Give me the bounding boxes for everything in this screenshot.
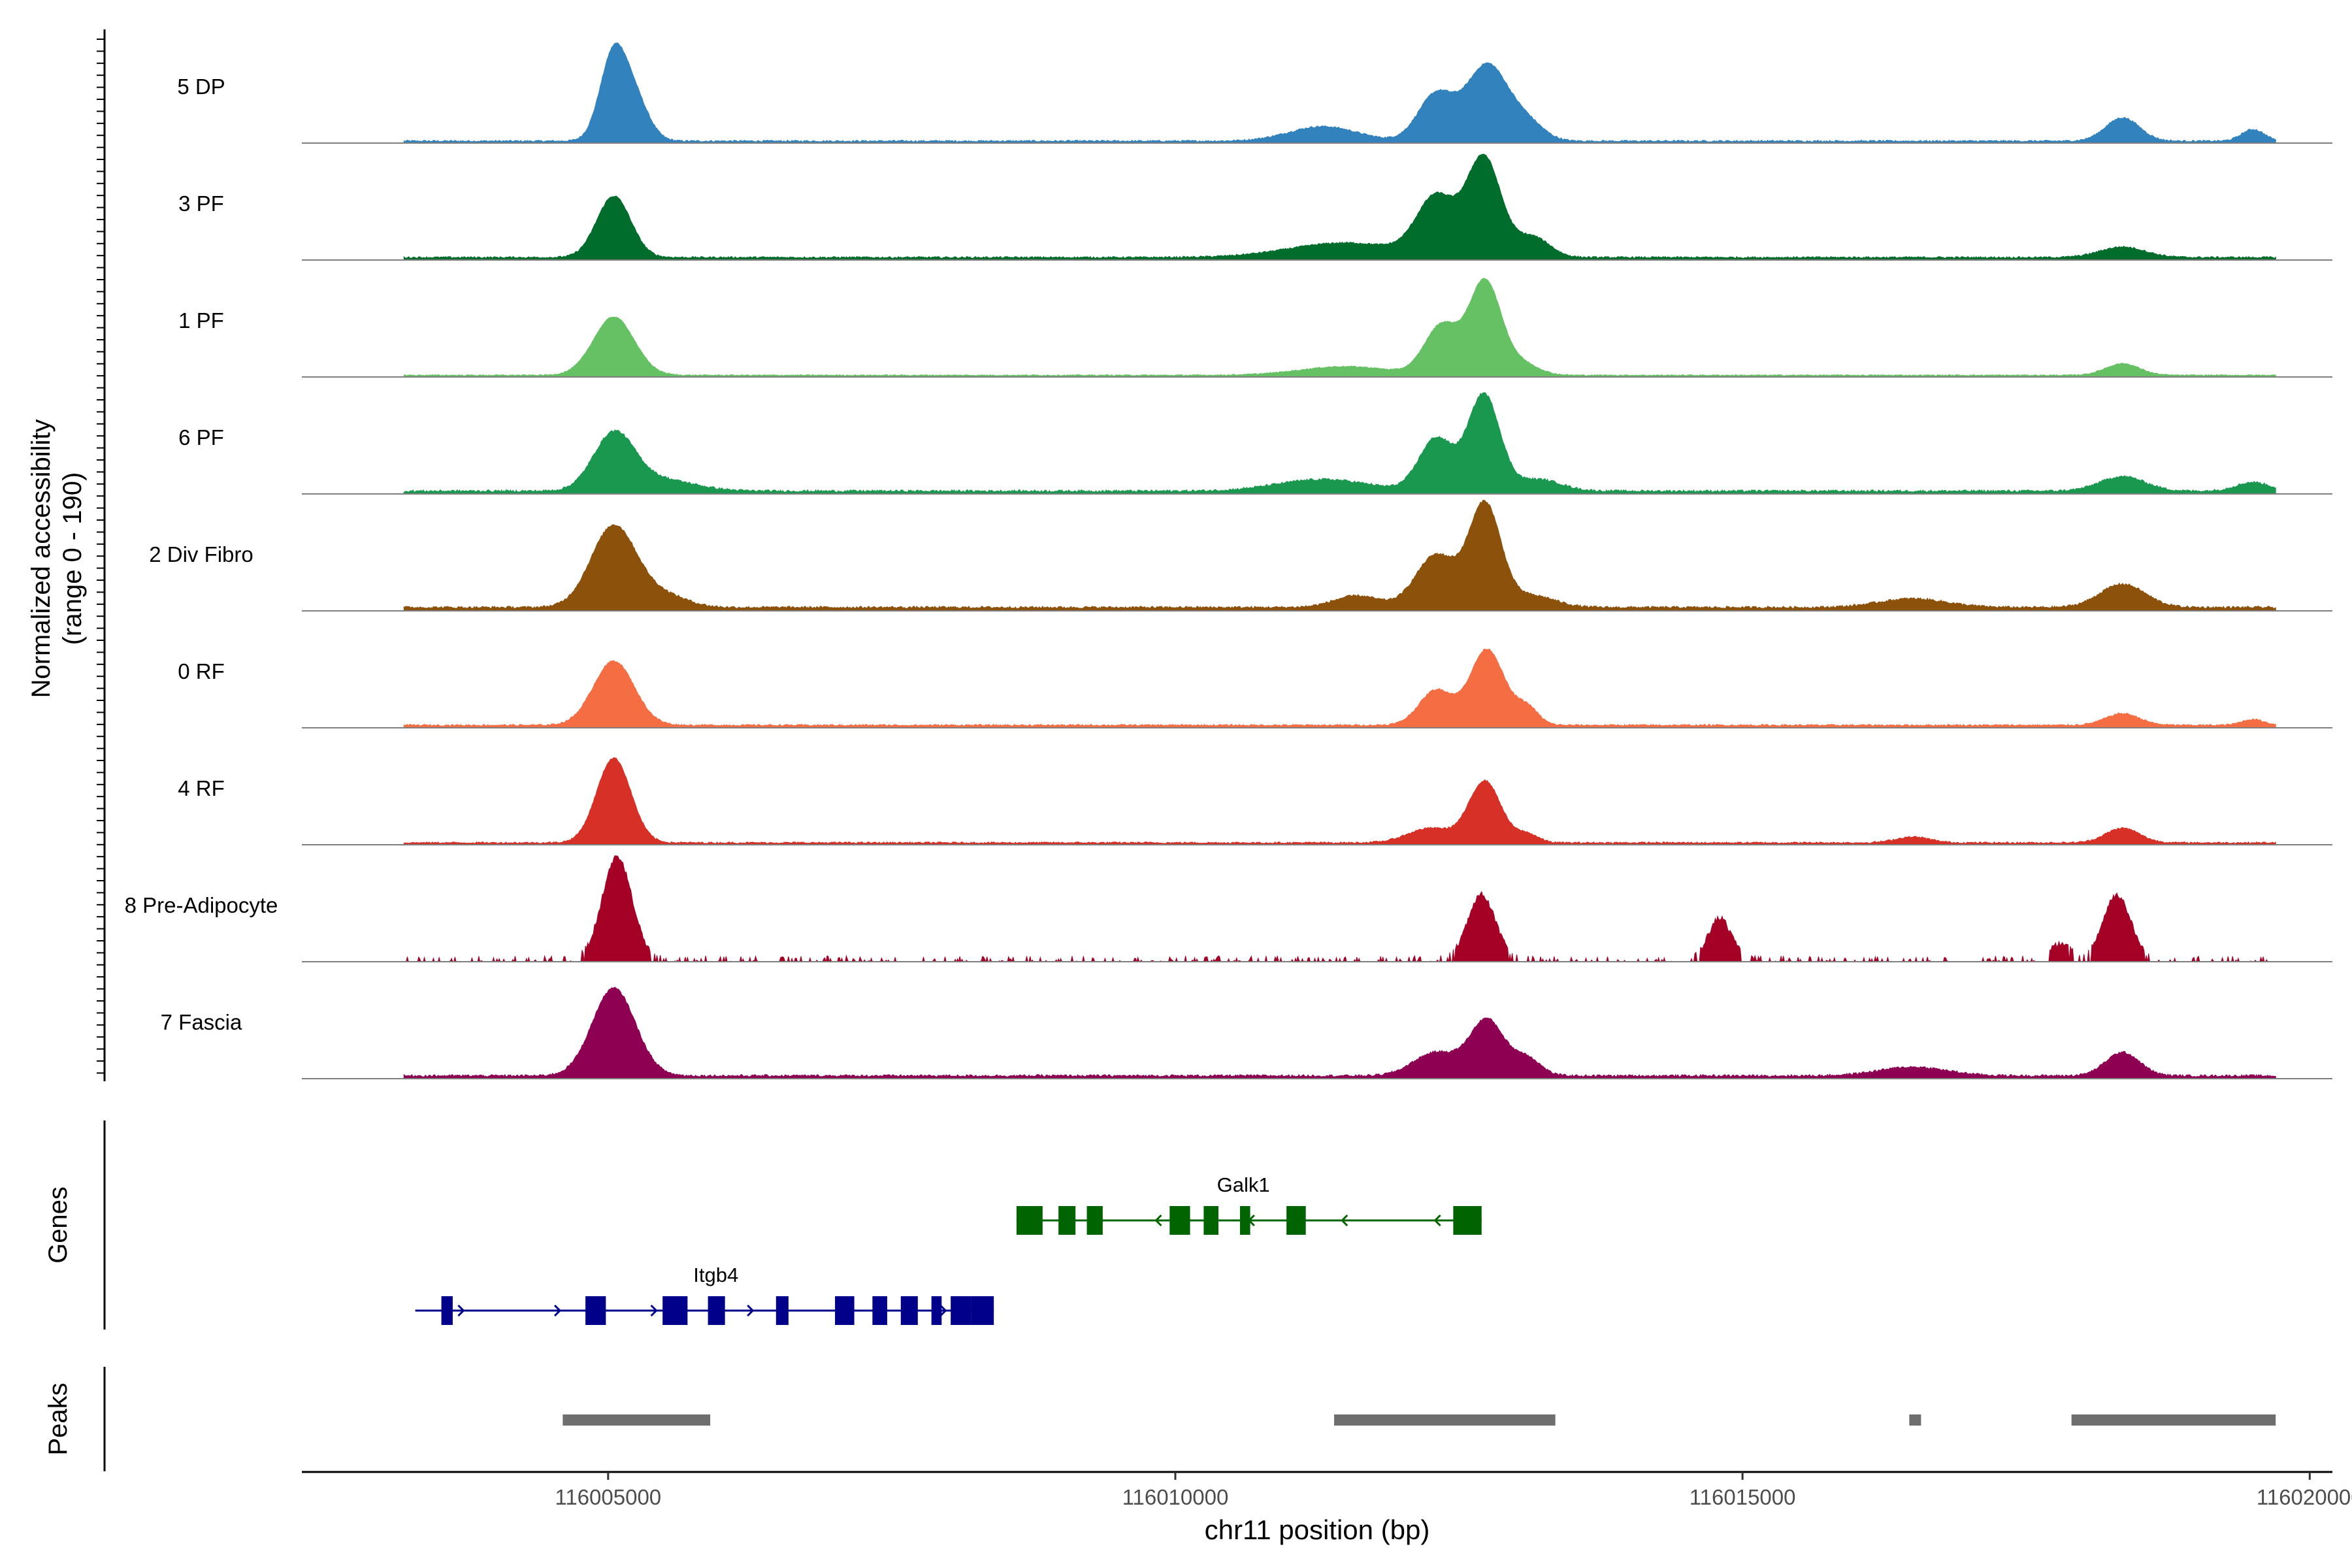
track-label: 5 DP bbox=[177, 74, 225, 99]
coverage-panel: Normalized accessibility (range 0 - 190)… bbox=[27, 29, 2332, 1081]
track-1: 5 DP bbox=[177, 42, 2332, 144]
exon bbox=[1058, 1206, 1076, 1235]
peak-region bbox=[1334, 1414, 1556, 1426]
exon bbox=[1286, 1206, 1306, 1235]
exon bbox=[872, 1296, 887, 1325]
exon bbox=[971, 1296, 994, 1325]
x-axis-tick-label: 116020000 bbox=[2257, 1485, 2352, 1509]
coverage-y-axis-label-line1: Normalized accessibility bbox=[27, 419, 56, 698]
track-label: 7 Fascia bbox=[161, 1010, 242, 1034]
track-label: 4 RF bbox=[178, 776, 225, 800]
gene-label: Itgb4 bbox=[693, 1264, 738, 1286]
exon bbox=[951, 1296, 972, 1325]
track-label: 0 RF bbox=[178, 659, 225, 683]
track-7: 4 RF bbox=[178, 757, 2332, 845]
strand-arrow-icon bbox=[939, 1304, 947, 1317]
exon bbox=[776, 1296, 789, 1325]
peak-region bbox=[1909, 1414, 1921, 1426]
track-label: 1 PF bbox=[178, 308, 224, 333]
x-axis-tick-label: 116005000 bbox=[555, 1485, 661, 1509]
coverage-y-axis-label-line2: (range 0 - 190) bbox=[58, 472, 87, 645]
track-2: 3 PF bbox=[178, 154, 2332, 261]
x-axis-ticks: 116005000 116010000 116015000 116020000 bbox=[555, 1472, 2352, 1509]
strand-arrow-icon bbox=[1433, 1214, 1441, 1227]
exon bbox=[585, 1296, 606, 1325]
exon bbox=[441, 1296, 453, 1325]
peaks-panel-label: Peaks bbox=[44, 1382, 73, 1455]
track-label: 8 Pre-Adipocyte bbox=[125, 893, 278, 917]
peak-region bbox=[2071, 1414, 2276, 1426]
coverage-y-axis-ticks bbox=[97, 39, 105, 1074]
exon bbox=[1239, 1206, 1250, 1235]
exon bbox=[900, 1296, 918, 1325]
x-axis-label: chr11 position (bp) bbox=[1205, 1514, 1430, 1545]
track-coverage-area bbox=[403, 42, 2276, 144]
track-8: 8 Pre-Adipocyte bbox=[125, 855, 2332, 963]
exon bbox=[931, 1296, 942, 1325]
strand-arrow-icon bbox=[1341, 1214, 1348, 1227]
track-6: 0 RF bbox=[178, 648, 2332, 728]
genes-panel-label: Genes bbox=[44, 1186, 73, 1264]
track-label: 3 PF bbox=[178, 191, 224, 216]
x-axis-tick-label: 116010000 bbox=[1122, 1485, 1229, 1509]
track-label: 2 Div Fibro bbox=[149, 542, 253, 566]
track-coverage-area bbox=[403, 987, 2276, 1079]
track-coverage-area bbox=[403, 278, 2276, 378]
track-coverage-area bbox=[403, 757, 2276, 845]
exon bbox=[1169, 1206, 1190, 1235]
exon bbox=[1016, 1206, 1043, 1235]
track-3: 1 PF bbox=[178, 278, 2332, 378]
track-4: 6 PF bbox=[178, 392, 2332, 495]
strand-arrow-icon bbox=[553, 1304, 562, 1317]
peak-region bbox=[563, 1414, 711, 1426]
strand-arrow-icon bbox=[650, 1304, 658, 1317]
track-9: 7 Fascia bbox=[161, 987, 2332, 1079]
strand-arrow-icon bbox=[747, 1304, 755, 1317]
track-coverage-area bbox=[403, 648, 2276, 728]
exon bbox=[708, 1296, 725, 1325]
exon bbox=[1203, 1206, 1218, 1235]
exon bbox=[835, 1296, 855, 1325]
strand-arrow-icon bbox=[457, 1304, 465, 1317]
gene-models: Galk1 Itgb4 bbox=[415, 1173, 1482, 1325]
peaks-panel: Peaks bbox=[44, 1367, 2276, 1471]
x-axis-tick-label: 116015000 bbox=[1690, 1485, 1796, 1509]
gene-itgb4: Itgb4 bbox=[415, 1264, 994, 1325]
track-label: 6 PF bbox=[178, 425, 224, 449]
peak-regions bbox=[563, 1414, 2276, 1426]
track-coverage-area bbox=[403, 499, 2276, 612]
x-axis: 116005000 116010000 116015000 116020000 chr… bbox=[302, 1471, 2352, 1545]
exon bbox=[1453, 1206, 1482, 1235]
track-coverage-area bbox=[403, 392, 2276, 495]
exon bbox=[662, 1296, 688, 1325]
gene-galk1: Galk1 bbox=[1016, 1173, 1482, 1235]
gene-label: Galk1 bbox=[1217, 1173, 1270, 1196]
genes-panel: Genes Galk1 Itgb4 bbox=[44, 1120, 1482, 1330]
exon bbox=[1086, 1206, 1103, 1235]
track-5: 2 Div Fibro bbox=[149, 499, 2332, 612]
strand-arrow-icon bbox=[1154, 1214, 1162, 1227]
coverage-tracks: 5 DP 3 PF 1 PF 6 PF 2 Div Fibro 0 RF 4 RF 8 Pre… bbox=[125, 42, 2332, 1079]
track-coverage-area bbox=[403, 154, 2276, 261]
